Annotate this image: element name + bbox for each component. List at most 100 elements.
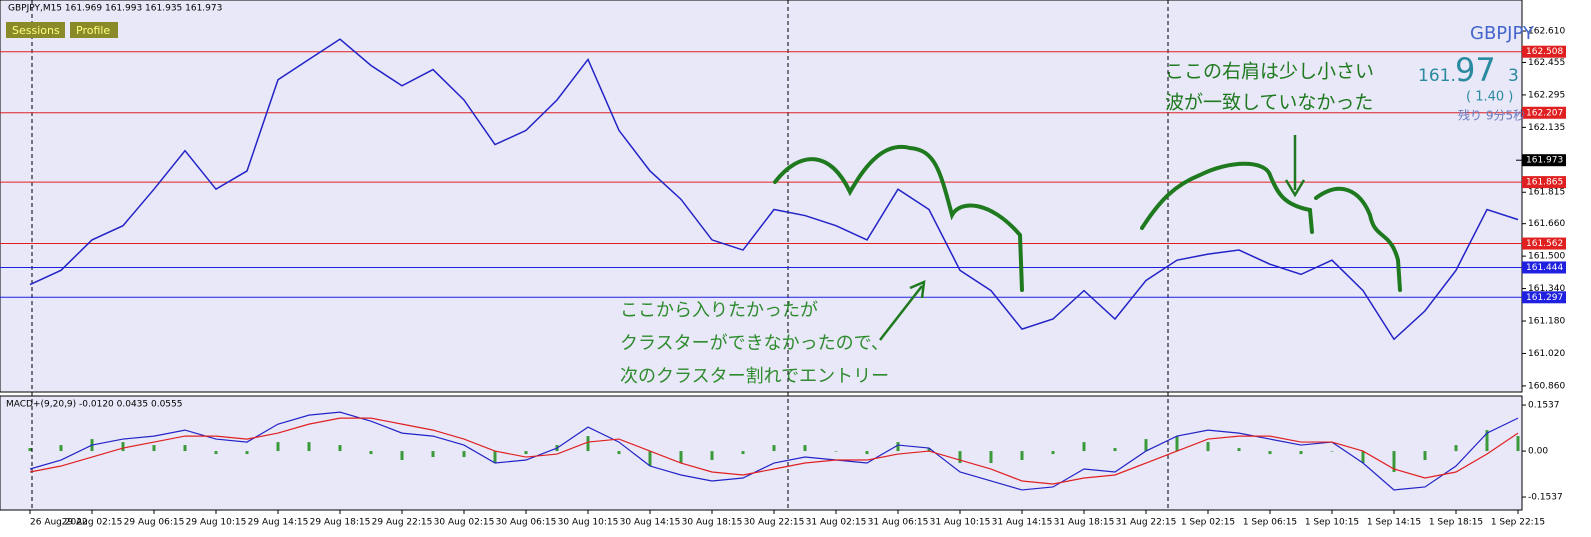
histogram-bar (1051, 451, 1055, 455)
x-tick-label: 1 Sep 06:15 (1243, 518, 1297, 528)
macd-title: MACD+(9,20,9) -0.0120 0.0435 0.0555 (6, 400, 182, 410)
current-price-label: 161.973 (1526, 156, 1563, 166)
level-label-box (1522, 176, 1566, 189)
histogram-bar (1423, 451, 1427, 461)
level-label-box (1522, 106, 1566, 119)
histogram-bar (1268, 451, 1272, 455)
histogram-bar (679, 451, 683, 464)
y-tick-label: 161.660 (1528, 219, 1565, 229)
level-label: 162.207 (1526, 108, 1563, 118)
button[interactable] (6, 22, 65, 38)
y-tick-label: 0.00 (1528, 447, 1548, 457)
histogram-bar (59, 445, 63, 452)
x-tick-label: 30 Aug 10:15 (558, 518, 619, 528)
histogram-bar (338, 445, 342, 452)
price-part: 161. (1418, 66, 1456, 86)
annotation: クラスターができなかったので、 (620, 333, 889, 354)
histogram-bar (989, 451, 993, 464)
price-panel (0, 0, 1523, 393)
x-tick-label: 31 Aug 14:15 (992, 518, 1053, 528)
level-label-box (1522, 45, 1566, 58)
histogram-bar (586, 436, 590, 452)
histogram-bar (1020, 451, 1024, 461)
x-tick-label: 29 Aug 02:15 (62, 518, 123, 528)
histogram-bar (803, 445, 807, 452)
y-tick-label: -0.1537 (1528, 493, 1563, 503)
hand-drawn-curve (773, 144, 1024, 292)
current-price-box (1522, 154, 1566, 167)
timer: 残り 9分5秒 (1458, 109, 1525, 123)
histogram-bar (958, 451, 962, 464)
y-tick-label: 162.455 (1528, 58, 1565, 68)
spread: ( 1.40 ) (1466, 90, 1513, 105)
x-tick-label: 30 Aug 06:15 (496, 518, 557, 528)
y-tick-label: 160.860 (1528, 381, 1565, 391)
x-tick-label: 1 Sep 18:15 (1429, 518, 1483, 528)
plot: 162.610 162.455 162.295 162.135 161.815 161.6… (0, 27, 1566, 528)
y-tick-label: 0.1537 (1528, 401, 1560, 411)
x-tick-label: 30 Aug 22:15 (744, 518, 805, 528)
x-tick-label: 29 Aug 06:15 (124, 518, 185, 528)
macd-panel (0, 395, 1523, 511)
y-tick-label: 161.020 (1528, 349, 1565, 359)
histogram-bar (121, 442, 125, 452)
y-tick-label: 162.610 (1528, 27, 1565, 37)
histogram-bar (400, 451, 404, 461)
x-tick-label: 26 Aug 2022 (30, 518, 88, 528)
histogram-bar (617, 451, 621, 455)
x-tick-label: 30 Aug 18:15 (682, 518, 743, 528)
histogram-bar (834, 451, 838, 452)
histogram-bar (276, 442, 280, 452)
histogram-bar (896, 442, 900, 452)
button-label[interactable]: Sessions (12, 24, 60, 37)
histogram-bar (462, 451, 466, 458)
level-label-box (1522, 261, 1566, 274)
x-tick-label: 29 Aug 14:15 (248, 518, 309, 528)
histogram-bar (1206, 442, 1210, 452)
macd-line (29, 417, 1519, 485)
x-tick-label: 29 Aug 18:15 (310, 518, 371, 528)
macd-line (29, 411, 1519, 491)
x-tick-label: 29 Aug 22:15 (372, 518, 433, 528)
annotation: 次のクラスター割れでエントリー (620, 366, 889, 387)
symbol: GBPJPY (1470, 23, 1535, 44)
level-label-box (1522, 291, 1566, 304)
x-tick-label: 30 Aug 14:15 (620, 518, 681, 528)
annotation: 波が一致していなかった (1165, 92, 1373, 114)
histogram-bar (493, 451, 497, 464)
hand-drawn-curve (1314, 186, 1402, 292)
x-tick-label: 31 Aug 02:15 (806, 518, 867, 528)
histogram-bar (1361, 451, 1365, 464)
histogram-bar (1082, 442, 1086, 452)
level-label: 161.865 (1526, 178, 1563, 188)
histogram-bar (1144, 439, 1148, 452)
histogram-bar (772, 445, 776, 452)
histogram-bar (307, 442, 311, 452)
histogram-bar (1175, 436, 1179, 452)
button[interactable] (70, 22, 118, 38)
histogram-bar (1113, 448, 1117, 452)
level-label: 161.297 (1526, 293, 1563, 303)
x-tick-label: 1 Sep 22:15 (1491, 518, 1545, 528)
x-tick-label: 1 Sep 10:15 (1305, 518, 1359, 528)
button-label[interactable]: Profile (76, 24, 110, 37)
histogram-bar (245, 451, 249, 455)
annotation: ここから入りたかったが (620, 300, 818, 321)
y-tick-label: 161.815 (1528, 188, 1565, 198)
histogram-bar (1299, 451, 1303, 455)
price-part: 97 (1455, 51, 1496, 89)
level-label: 162.508 (1526, 47, 1563, 57)
price-part: 3 (1508, 66, 1519, 86)
histogram-bar (927, 448, 931, 452)
hand-drawn-curve (1140, 161, 1314, 234)
x-tick-label: 31 Aug 10:15 (930, 518, 991, 528)
histogram-bar (865, 451, 869, 455)
histogram-bar (431, 451, 435, 458)
arrow (1284, 135, 1306, 198)
x-tick-label: 1 Sep 14:15 (1367, 518, 1421, 528)
histogram-bar (1392, 451, 1396, 472)
histogram-bar (524, 451, 528, 455)
x-tick-label: 1 Sep 02:15 (1181, 518, 1235, 528)
chart-title: GBPJPY,M15 161.969 161.993 161.935 161.9… (8, 4, 222, 14)
